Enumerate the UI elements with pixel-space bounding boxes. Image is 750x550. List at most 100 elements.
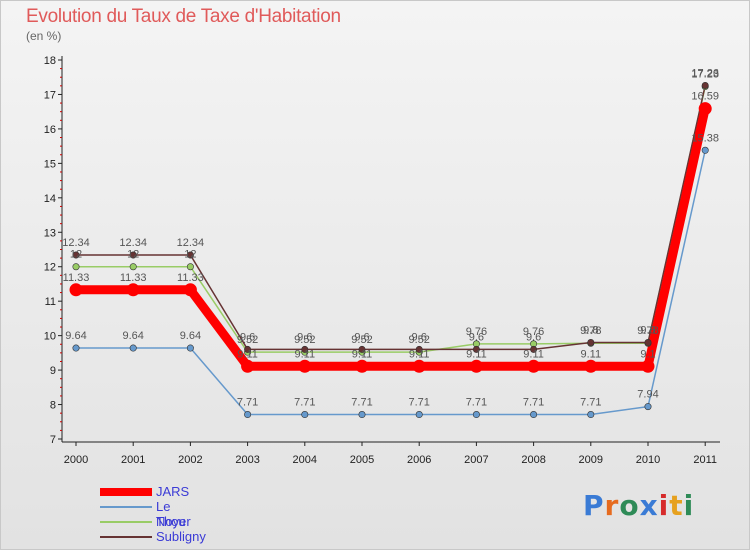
y-tick-label: 9 [50, 365, 56, 377]
legend-swatch [100, 536, 152, 538]
data-point-le-noyer [129, 344, 137, 352]
data-label-subligny: 17.26 [691, 67, 719, 79]
data-point-le-noyer [72, 344, 80, 352]
data-label-le-noyer: 9.64 [122, 330, 143, 342]
series-line-subligny [75, 84, 706, 351]
x-tick-label: 2009 [579, 454, 603, 466]
data-point-thou [72, 263, 80, 271]
data-point-le-noyer [530, 411, 538, 419]
legend-swatch [100, 488, 152, 496]
logo-letter: i [683, 489, 695, 522]
chart-subtitle: (en %) [26, 29, 62, 43]
series-labels: 9.64 9.64 9.64 7.71 7.71 7.71 7.71 7.71 7.71 7.71… [62, 67, 719, 408]
legend-label: Subligny [156, 529, 206, 544]
chart-title: Evolution du Taux de Taxe d'Habitation [26, 6, 341, 27]
data-label-jars: 16.59 [691, 91, 719, 103]
data-point-jars [69, 283, 83, 297]
legend-label: Le Noyer [156, 499, 191, 529]
series-lines [71, 84, 710, 416]
series-line-le-noyer [75, 149, 706, 416]
data-point-le-noyer [472, 411, 480, 419]
data-point-subligny [587, 339, 595, 347]
data-point-subligny [186, 251, 194, 259]
data-point-subligny [301, 345, 309, 353]
data-point-jars [584, 359, 598, 373]
data-label-subligny: 9.6 [297, 331, 312, 343]
data-point-jars [469, 359, 483, 373]
y-tick-label: 13 [44, 227, 56, 239]
data-point-subligny [701, 81, 709, 89]
y-tick-label: 17 [44, 89, 56, 101]
proxiti-logo: Proxiti [583, 489, 694, 522]
data-point-jars [412, 359, 426, 373]
data-label-le-noyer: 7.71 [408, 397, 429, 409]
data-label-thou: 9.52 [237, 334, 258, 346]
data-point-thou [129, 263, 137, 271]
logo-letter: x [639, 489, 659, 522]
logo-letter: r [604, 489, 620, 522]
data-label-subligny: 12.34 [177, 237, 205, 249]
logo-letter: t [669, 489, 684, 522]
data-label-subligny: 9.6 [526, 331, 541, 343]
y-tick-label: 12 [44, 262, 56, 274]
data-label-subligny: 9.6 [240, 331, 255, 343]
data-label-thou: 17.23 [691, 69, 719, 81]
x-tick-label: 2010 [636, 454, 660, 466]
y-tick-label: 10 [44, 331, 56, 343]
data-point-subligny [358, 345, 366, 353]
data-label-jars: 9.11 [237, 348, 258, 360]
series-line-jars [71, 104, 710, 371]
data-label-subligny: 9.8 [640, 325, 655, 337]
y-tick-label: 18 [44, 55, 56, 67]
data-label-jars: 9.11 [581, 348, 602, 360]
data-label-thou: 9.78 [637, 325, 658, 337]
data-label-jars: 11.33 [177, 272, 204, 284]
data-label-le-noyer: 7.71 [237, 397, 258, 409]
data-label-thou: 9.52 [408, 334, 429, 346]
data-point-subligny [415, 345, 423, 353]
data-point-le-noyer [358, 411, 366, 419]
y-tick-label: 16 [44, 124, 56, 136]
data-label-jars: 9.1 [640, 348, 655, 360]
data-label-thou: 9.76 [523, 326, 544, 338]
data-point-thou [186, 263, 194, 271]
data-label-le-noyer: 7.71 [294, 397, 315, 409]
data-label-thou: 9.52 [351, 334, 372, 346]
x-tick-label: 2006 [407, 454, 431, 466]
x-tick-label: 2005 [350, 454, 374, 466]
data-label-le-noyer: 7.71 [466, 397, 487, 409]
data-point-le-noyer [644, 403, 652, 411]
logo-letter: P [583, 489, 605, 522]
data-label-thou: 12 [184, 249, 196, 261]
y-tick-label: 11 [45, 296, 56, 308]
y-tick-label: 14 [44, 193, 56, 205]
data-point-jars [527, 359, 541, 373]
data-point-jars [183, 283, 197, 297]
data-label-jars: 9.11 [466, 348, 487, 360]
legend-swatch [100, 521, 152, 523]
data-label-thou: 12 [70, 249, 82, 261]
y-tick-label: 15 [44, 158, 56, 170]
series-points [69, 81, 712, 419]
logo-letter: o [619, 489, 640, 522]
legend-label: Thou [156, 514, 186, 529]
x-tick-label: 2004 [293, 454, 317, 466]
data-point-jars [241, 359, 255, 373]
data-point-le-noyer [244, 411, 252, 419]
data-label-le-noyer: 7.71 [580, 397, 601, 409]
data-label-jars: 9.11 [295, 348, 316, 360]
data-label-subligny: 9.8 [583, 325, 598, 337]
logo-letter: i [658, 489, 670, 522]
data-label-jars: 9.11 [409, 348, 430, 360]
x-tick-label: 2001 [121, 454, 145, 466]
data-point-le-noyer [186, 344, 194, 352]
data-label-le-noyer: 9.64 [180, 330, 201, 342]
data-label-thou: 9.78 [580, 325, 601, 337]
data-point-subligny [72, 251, 80, 259]
data-point-subligny [472, 345, 480, 353]
data-point-subligny [129, 251, 137, 259]
data-point-subligny [530, 345, 538, 353]
y-tick-label: 8 [50, 400, 56, 412]
x-tick-label: 2002 [178, 454, 202, 466]
data-label-le-noyer: 7.71 [351, 397, 372, 409]
